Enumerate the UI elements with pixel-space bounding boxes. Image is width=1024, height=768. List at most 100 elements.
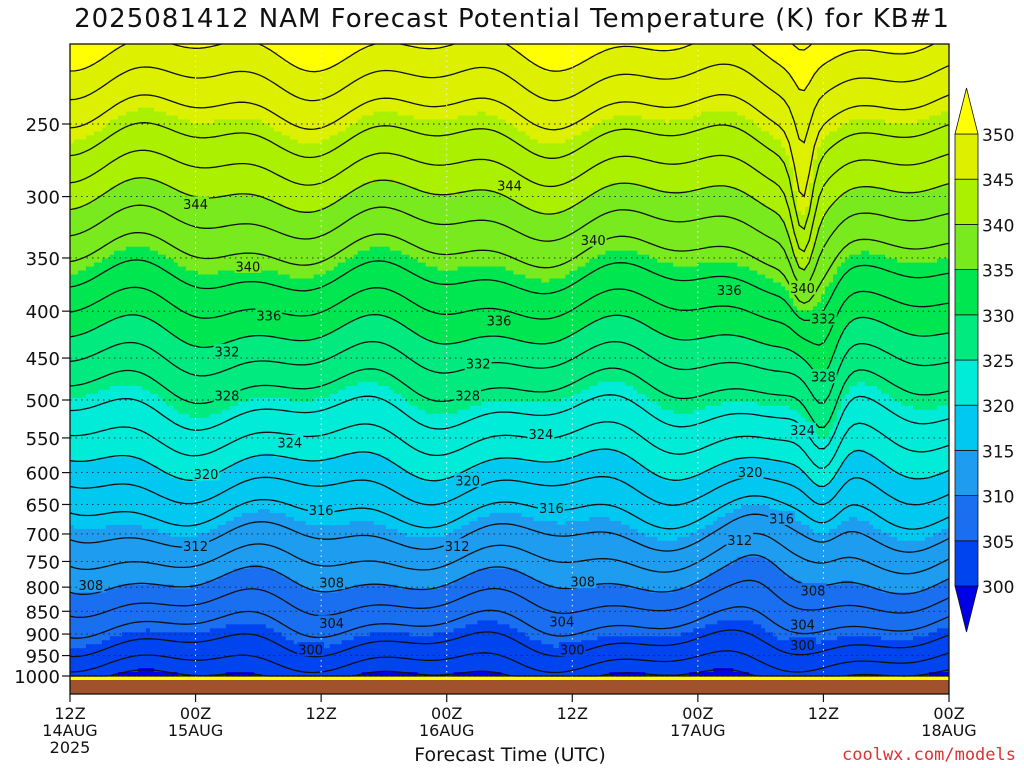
field-cell (561, 71, 567, 144)
field-cell (233, 405, 239, 462)
field-cell (749, 270, 754, 339)
field-cell (901, 51, 906, 125)
field-cell (905, 123, 910, 192)
field-cell (349, 588, 355, 641)
field-cell (429, 636, 435, 677)
field-cell (385, 632, 391, 673)
field-cell (477, 405, 483, 466)
field-cell (837, 469, 842, 526)
field-cell (201, 417, 207, 478)
field-cell (625, 676, 630, 680)
field-cell (777, 282, 782, 347)
field-cell (153, 44, 159, 113)
field-cell (237, 44, 243, 121)
contour-label-bg (569, 574, 597, 589)
field-cell (497, 119, 503, 196)
field-cell (593, 584, 598, 641)
field-cell (257, 334, 263, 399)
field-cell (381, 385, 387, 458)
field-cell (757, 203, 762, 276)
field-cell (77, 648, 83, 677)
field-cell (433, 195, 439, 268)
y-tick-label: 900 (26, 625, 60, 646)
field-cell (233, 672, 239, 677)
field-cell (125, 385, 131, 458)
field-cell (185, 676, 191, 680)
field-cell (237, 624, 243, 673)
field-cell (181, 536, 187, 590)
field-cell (233, 270, 239, 339)
field-cell (917, 334, 922, 411)
field-cell (417, 119, 423, 192)
field-cell (717, 620, 722, 669)
field-cell (309, 648, 315, 677)
contour-label: 324 (277, 436, 302, 451)
contour-344 (70, 122, 949, 231)
field-cell (201, 47, 207, 125)
field-cell (421, 119, 427, 192)
field-cell (373, 584, 379, 633)
field-cell (641, 119, 646, 188)
field-cell (361, 44, 367, 49)
field-cell (625, 115, 630, 184)
field-cell (521, 401, 527, 462)
field-cell (105, 640, 111, 677)
field-cell (601, 187, 606, 256)
field-cell (849, 580, 854, 637)
field-cell (557, 210, 563, 280)
field-cell (801, 473, 806, 526)
field-cell (585, 453, 591, 522)
field-cell (741, 556, 746, 621)
field-cell (169, 258, 175, 335)
field-cell (805, 310, 810, 363)
field-cell (277, 55, 283, 133)
field-cell (709, 624, 714, 673)
field-cell (157, 111, 163, 184)
field-cell (505, 199, 511, 272)
field-cell (633, 115, 638, 184)
field-cell (101, 55, 107, 129)
field-cell (317, 210, 323, 276)
field-cell (201, 274, 207, 347)
field-cell (501, 44, 507, 121)
field-cell (133, 457, 139, 526)
field-cell (941, 44, 946, 113)
field-cell (193, 632, 199, 677)
field-cell (901, 405, 906, 478)
field-cell (705, 187, 710, 264)
field-cell (329, 334, 335, 395)
field-cell (749, 676, 754, 680)
field-cell (785, 676, 790, 680)
field-cell (905, 540, 910, 594)
field-cell (689, 338, 694, 415)
field-cell (609, 47, 614, 121)
field-cell (333, 457, 339, 526)
field-cell (549, 278, 555, 343)
field-cell (933, 334, 938, 411)
field-cell (205, 47, 211, 125)
field-cell (169, 477, 175, 538)
field-cell (537, 67, 543, 144)
field-cell (861, 44, 866, 53)
field-cell (605, 318, 610, 383)
field-cell (653, 330, 658, 403)
field-cell (197, 346, 203, 419)
field-cell (389, 179, 395, 252)
field-cell (669, 51, 674, 121)
field-cell (637, 636, 642, 673)
field-cell (305, 278, 311, 343)
field-cell (781, 572, 786, 641)
field-cell (149, 584, 155, 633)
field-cell (429, 481, 435, 538)
field-cell (381, 44, 387, 113)
field-cell (617, 676, 622, 680)
field-cell (257, 676, 263, 680)
field-cell (581, 389, 587, 455)
field-cell (813, 44, 818, 73)
field-cell (517, 676, 523, 680)
field-cell (717, 568, 722, 621)
field-cell (581, 640, 587, 677)
field-cell (125, 457, 131, 526)
field-cell (449, 676, 455, 680)
